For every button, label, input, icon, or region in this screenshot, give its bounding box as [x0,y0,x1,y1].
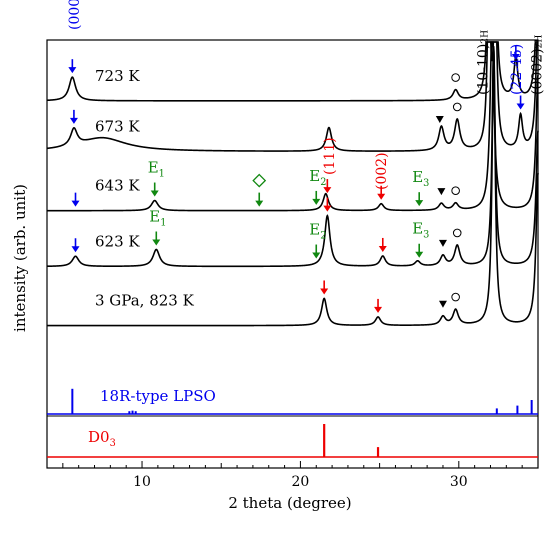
x-axis-label: 2 theta (degree) [228,494,351,512]
trace-line [47,41,539,212]
d03-peak-label: (111) [322,137,338,175]
e-peak-label: E1 [148,159,165,180]
triangle-marker [437,188,446,196]
e-peak-label: E1 [149,207,166,228]
e-peak-label: E2 [309,221,326,242]
plot-border [46,39,539,469]
x-tick-label: 20 [292,474,310,490]
hex-peak-label: (10-10)2H [476,30,492,95]
e-peak-label: E3 [412,220,429,241]
triangle-marker [438,239,447,247]
xrd-traces: 723 K 673 K 643 K 623 K 3 GPa, 823 K [46,41,539,327]
plot-frame [46,39,539,469]
red-arrow-head [374,306,383,313]
reference-sticks: 18R-type LPSO D03 [47,387,538,458]
blue-arrow-head [511,54,520,60]
trace-line [47,47,539,327]
trace-line [46,41,538,102]
green-arrow-head [415,200,424,207]
x-axis-ticks: 10 20 30 [62,461,539,490]
blue-arrow-head [71,200,80,207]
green-arrow-head [150,190,159,197]
x-tick-label: 10 [133,474,151,490]
green-arrow-head [312,198,321,205]
d03-label: D03 [88,428,116,449]
hex-peak-label: (0002)2H [529,35,545,95]
trace-line [46,41,538,152]
circle-marker [451,186,460,195]
circle-marker [451,292,460,302]
green-arrow-head [415,251,424,258]
series-label: 673 K [95,118,140,136]
y-axis-label: intensity (arb. unit) [11,184,29,332]
blue-arrow-head [68,67,77,74]
red-arrow-head [377,193,386,200]
red-arrow-head [323,187,332,194]
triangle-marker [438,300,447,308]
d03-peak-label: (002) [374,152,390,190]
x-tick-label: 30 [450,474,468,490]
red-arrow-head [378,245,387,252]
diamond-marker [252,173,267,188]
red-arrow-head [320,288,329,295]
lpso-label: 18R-type LPSO [100,387,216,405]
e-peak-label: E3 [412,168,429,189]
blue-arrow-head [516,103,525,110]
circle-marker [451,73,460,82]
trace-line [46,46,539,268]
circle-marker [452,228,462,238]
blue-arrow-head [71,246,80,253]
series-label: 623 K [95,232,140,250]
green-arrow-head [312,252,321,259]
hex-peak-label: (22-45) [509,44,525,95]
green-arrow-head [255,200,264,207]
series-label: 723 K [95,67,140,85]
series-label: 3 GPa, 823 K [95,292,195,310]
red-arrow-head [323,205,332,212]
blue-arrow-head [69,117,78,124]
green-arrow-head [152,239,161,246]
lpso-peak-label: (0003) [67,0,83,30]
circle-marker [452,102,462,112]
triangle-marker [435,115,444,123]
series-label: 643 K [95,177,140,195]
